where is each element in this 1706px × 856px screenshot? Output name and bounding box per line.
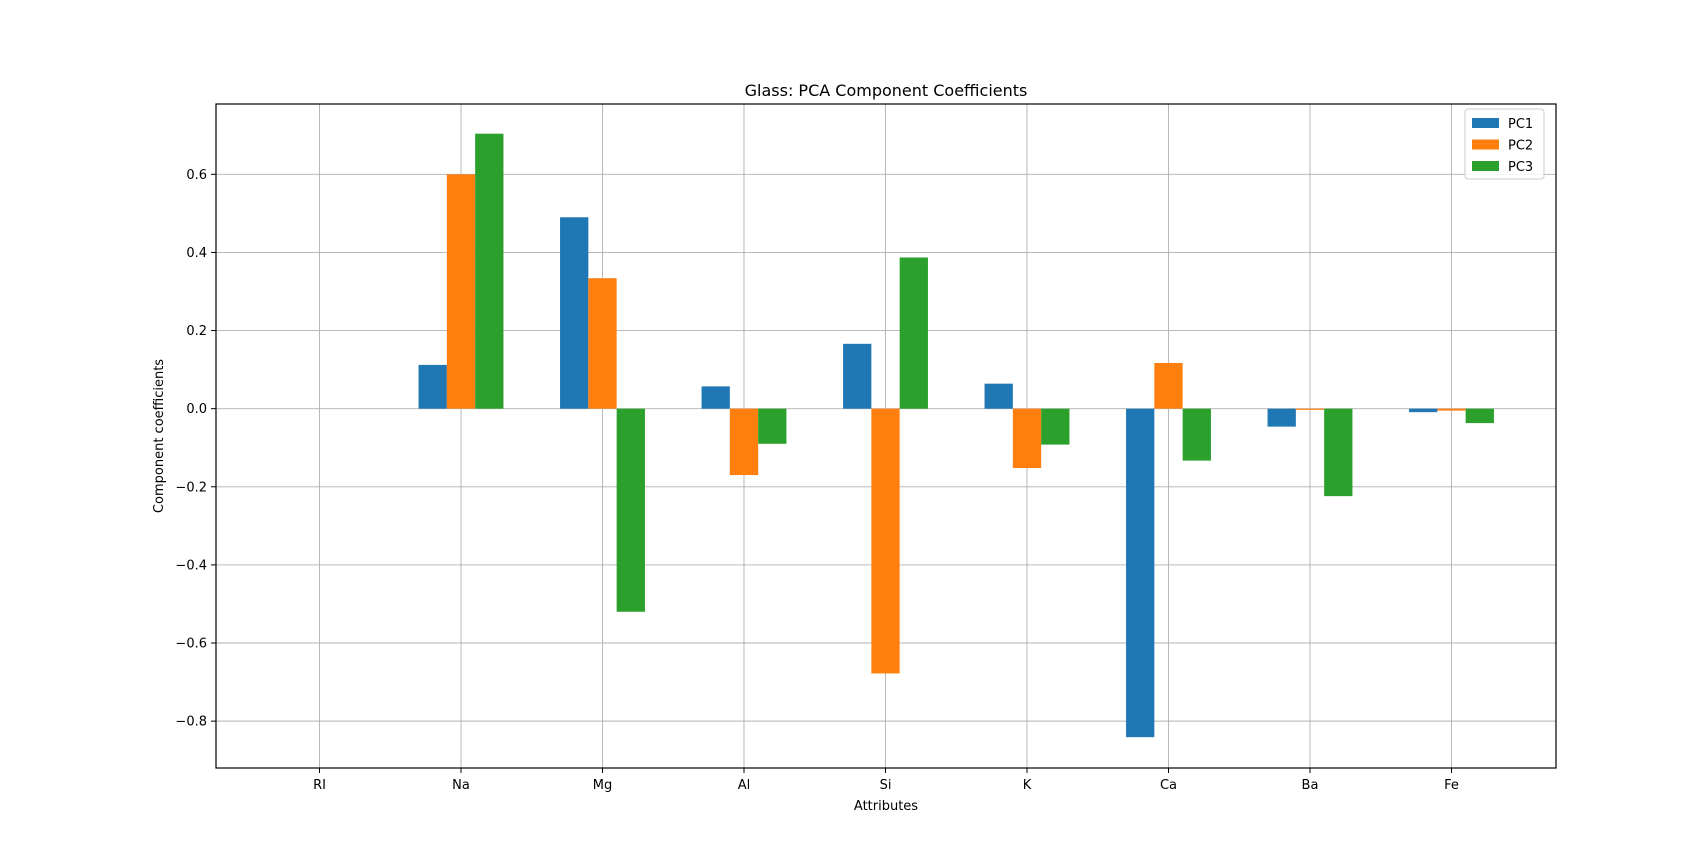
x-tick-label: Fe — [1444, 778, 1459, 793]
bar-pc3-ca — [1182, 408, 1211, 461]
bar-pc3-fe — [1465, 408, 1494, 424]
y-axis-label: Component coefficients — [152, 359, 167, 513]
x-tick-label: Na — [452, 778, 470, 793]
bar-pc2-ba — [1295, 408, 1325, 410]
x-tick-label: RI — [313, 778, 326, 793]
y-tick-label: −0.6 — [175, 637, 207, 652]
y-tick-label: 0.2 — [186, 324, 207, 339]
y-axis-ticks: −0.8 −0.6 −0.4 −0.2 0.0 0.2 0.4 0.6 — [175, 168, 216, 730]
bar-pc2-k — [1012, 408, 1042, 469]
x-tick-label: Si — [880, 778, 892, 793]
y-tick-label: 0.6 — [186, 168, 207, 183]
bars — [418, 133, 1494, 738]
bar-pc1-al — [701, 386, 730, 409]
x-tick-label: Mg — [593, 778, 612, 793]
y-tick-label: 0.4 — [186, 246, 207, 261]
legend-swatch-pc2 — [1472, 139, 1499, 150]
chart-title: Glass: PCA Component Coefficients — [745, 81, 1028, 100]
bar-pc1-ba — [1267, 408, 1296, 427]
legend-label-pc1: PC1 — [1508, 117, 1533, 132]
bar-pc1-na — [418, 364, 447, 409]
bar-pc1-ca — [1126, 408, 1155, 738]
x-axis-ticks: RI Na Mg Al Si K Ca Ba Fe — [313, 768, 1459, 793]
bar-pc2-mg — [588, 278, 617, 409]
legend-swatch-pc3 — [1472, 161, 1499, 171]
bar-pc1-mg — [560, 217, 589, 409]
bar-pc2-al — [729, 408, 759, 476]
y-tick-label: −0.4 — [175, 558, 207, 573]
bar-pc2-na — [446, 174, 476, 409]
legend-swatch-pc1 — [1472, 118, 1499, 128]
bar-pc2-si — [871, 408, 900, 674]
x-tick-label: Ca — [1160, 778, 1177, 793]
legend: PC1 PC2 PC3 — [1464, 108, 1545, 180]
bar-pc1-si — [843, 343, 872, 409]
bar-pc1-fe — [1409, 408, 1438, 413]
bar-pc2-ca — [1154, 362, 1183, 409]
x-tick-label: K — [1023, 778, 1032, 793]
bar-pc3-al — [758, 408, 787, 444]
bar-pc2-fe — [1437, 408, 1466, 411]
bar-pc3-ba — [1324, 408, 1353, 497]
legend-label-pc3: PC3 — [1508, 160, 1533, 175]
y-tick-label: 0.0 — [186, 402, 207, 417]
legend-label-pc2: PC2 — [1508, 139, 1533, 154]
bar-pc3-mg — [616, 408, 645, 612]
x-tick-label: Al — [738, 778, 751, 793]
x-axis-label: Attributes — [854, 799, 918, 814]
y-tick-label: −0.8 — [175, 715, 207, 730]
bar-pc3-si — [899, 257, 928, 409]
bar-pc1-k — [984, 383, 1013, 409]
bar-pc3-na — [475, 133, 504, 409]
y-tick-label: −0.2 — [175, 480, 207, 495]
bar-pc3-k — [1041, 408, 1070, 445]
x-tick-label: Ba — [1302, 778, 1319, 793]
